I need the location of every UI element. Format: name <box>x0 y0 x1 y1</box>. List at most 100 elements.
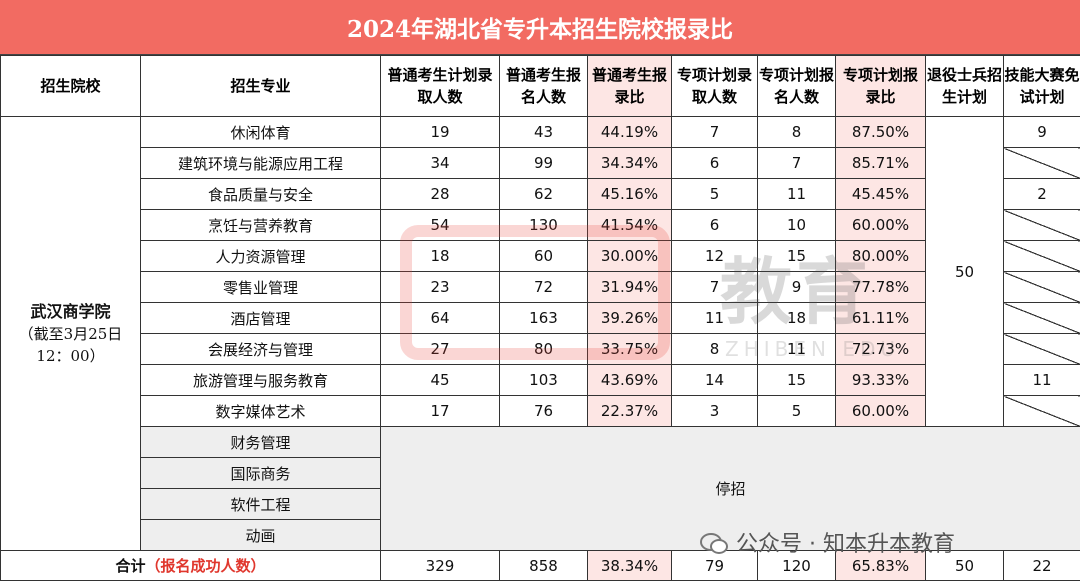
table-row: 零售业管理 23 72 31.94% 7 9 77.78% <box>1 271 1080 303</box>
major-cell: 软件工程 <box>140 488 381 520</box>
table-row: 人力资源管理 18 60 30.00% 12 15 80.00% <box>1 240 1080 272</box>
total-sp-applicants: 120 <box>757 550 836 581</box>
skill-cell-empty <box>1003 240 1080 272</box>
total-sp-ratio: 65.83% <box>835 550 926 581</box>
reg-applicants-cell: 99 <box>499 147 588 179</box>
sp-ratio-cell: 60.00% <box>835 209 926 241</box>
reg-plan-cell: 27 <box>380 333 500 365</box>
skill-cell-empty <box>1003 333 1080 365</box>
reg-ratio-cell: 44.19% <box>587 116 672 148</box>
skill-cell-empty <box>1003 209 1080 241</box>
sp-ratio-cell: 72.73% <box>835 333 926 365</box>
reg-ratio-cell: 22.37% <box>587 395 672 427</box>
sp-applicants-cell: 10 <box>757 209 836 241</box>
table-body: 武汉商学院 （截至3月25日 12：00） 休闲体育 19 43 44.19% 7 8 87.50… <box>0 116 1080 581</box>
reg-plan-cell: 17 <box>380 395 500 427</box>
header-major: 招生专业 <box>140 55 381 117</box>
sp-ratio-cell: 77.78% <box>835 271 926 303</box>
reg-applicants-cell: 163 <box>499 302 588 334</box>
major-cell: 休闲体育 <box>140 116 381 148</box>
major-cell: 人力资源管理 <box>140 240 381 272</box>
reg-plan-cell: 34 <box>380 147 500 179</box>
sp-ratio-cell: 85.71% <box>835 147 926 179</box>
reg-applicants-cell: 60 <box>499 240 588 272</box>
total-label: 合计（报名成功人数） <box>0 550 381 581</box>
reg-ratio-cell: 41.54% <box>587 209 672 241</box>
sp-applicants-cell: 11 <box>757 178 836 210</box>
reg-ratio-cell: 31.94% <box>587 271 672 303</box>
total-veteran: 50 <box>925 550 1004 581</box>
major-cell: 零售业管理 <box>140 271 381 303</box>
sp-admit-cell: 7 <box>671 116 758 148</box>
skill-cell: 11 <box>1003 364 1080 396</box>
reg-plan-cell: 19 <box>380 116 500 148</box>
sp-admit-cell: 6 <box>671 209 758 241</box>
sp-applicants-cell: 15 <box>757 240 836 272</box>
total-row: 合计（报名成功人数） 329 858 38.34% 79 120 65.83% 50 22 <box>0 550 1080 581</box>
sp-admit-cell: 7 <box>671 271 758 303</box>
sp-applicants-cell: 15 <box>757 364 836 396</box>
header-reg-ratio: 普通考生报录比 <box>587 55 672 117</box>
header-row: 招生院校 招生专业 普通考生计划录取人数 普通考生报名人数 普通考生报录比 专项… <box>0 55 1080 117</box>
header-sp-ratio: 专项计划报录比 <box>835 55 926 117</box>
total-reg-ratio: 38.34% <box>587 550 672 581</box>
school-name: 武汉商学院 <box>30 301 111 321</box>
major-cell: 旅游管理与服务教育 <box>140 364 381 396</box>
reg-applicants-cell: 62 <box>499 178 588 210</box>
reg-ratio-cell: 30.00% <box>587 240 672 272</box>
major-cell: 数字媒体艺术 <box>140 395 381 427</box>
skill-cell-empty <box>1003 302 1080 334</box>
reg-plan-cell: 23 <box>380 271 500 303</box>
table-title: 2024年湖北省专升本招生院校报录比 <box>0 0 1080 55</box>
sp-ratio-cell: 61.11% <box>835 302 926 334</box>
table-row: 数字媒体艺术 17 76 22.37% 3 5 60.00% <box>1 395 1080 427</box>
reg-plan-cell: 18 <box>380 240 500 272</box>
wechat-text: 公众号 · 知本升本教育 <box>736 532 955 557</box>
reg-applicants-cell: 72 <box>499 271 588 303</box>
reg-ratio-cell: 34.34% <box>587 147 672 179</box>
header-skill: 技能大赛免试计划 <box>1003 55 1080 117</box>
sp-applicants-cell: 18 <box>757 302 836 334</box>
veteran-cell: 50 <box>925 116 1004 427</box>
total-reg-applicants: 858 <box>499 550 588 581</box>
major-cell: 财务管理 <box>140 426 381 458</box>
major-cell: 动画 <box>140 519 381 551</box>
reg-applicants-cell: 103 <box>499 364 588 396</box>
header-sp-admit: 专项计划录取人数 <box>671 55 758 117</box>
school-cell: 武汉商学院 （截至3月25日 12：00） <box>0 116 141 551</box>
reg-ratio-cell: 43.69% <box>587 364 672 396</box>
table-row: 武汉商学院 （截至3月25日 12：00） 休闲体育 19 43 44.19% 7 8 87.50… <box>0 116 1080 551</box>
sp-ratio-cell: 87.50% <box>835 116 926 148</box>
sp-admit-cell: 8 <box>671 333 758 365</box>
reg-applicants-cell: 80 <box>499 333 588 365</box>
sp-admit-cell: 5 <box>671 178 758 210</box>
total-skill: 22 <box>1003 550 1080 581</box>
table-row: 酒店管理 64 163 39.26% 11 18 61.11% <box>1 302 1080 334</box>
header-reg-applicants: 普通考生报名人数 <box>499 55 588 117</box>
stopped-cell: 停招 <box>380 426 1080 551</box>
school-note-line1: （截至3月25日 <box>18 324 123 343</box>
table-row-stopped: 动画 <box>1 519 1080 551</box>
major-cell: 国际商务 <box>140 457 381 489</box>
header-school: 招生院校 <box>0 55 141 117</box>
major-cell: 酒店管理 <box>140 302 381 334</box>
school-note-line2: 12：00） <box>36 346 105 365</box>
sp-ratio-cell: 93.33% <box>835 364 926 396</box>
sp-admit-cell: 11 <box>671 302 758 334</box>
total-reg-plan: 329 <box>380 550 500 581</box>
reg-applicants-cell: 130 <box>499 209 588 241</box>
sp-applicants-cell: 11 <box>757 333 836 365</box>
header-reg-plan: 普通考生计划录取人数 <box>380 55 500 117</box>
table-row-stopped: 财务管理 停招 <box>1 426 1080 551</box>
reg-plan-cell: 64 <box>380 302 500 334</box>
total-label-note: （报名成功人数） <box>145 557 266 575</box>
reg-applicants-cell: 76 <box>499 395 588 427</box>
header-sp-applicants: 专项计划报名人数 <box>757 55 836 117</box>
table-row: 烹饪与营养教育 54 130 41.54% 6 10 60.00% <box>1 209 1080 241</box>
skill-cell-empty <box>1003 395 1080 427</box>
sp-admit-cell: 12 <box>671 240 758 272</box>
reg-ratio-cell: 45.16% <box>587 178 672 210</box>
major-cell: 烹饪与营养教育 <box>140 209 381 241</box>
major-cell: 会展经济与管理 <box>140 333 381 365</box>
sp-admit-cell: 6 <box>671 147 758 179</box>
